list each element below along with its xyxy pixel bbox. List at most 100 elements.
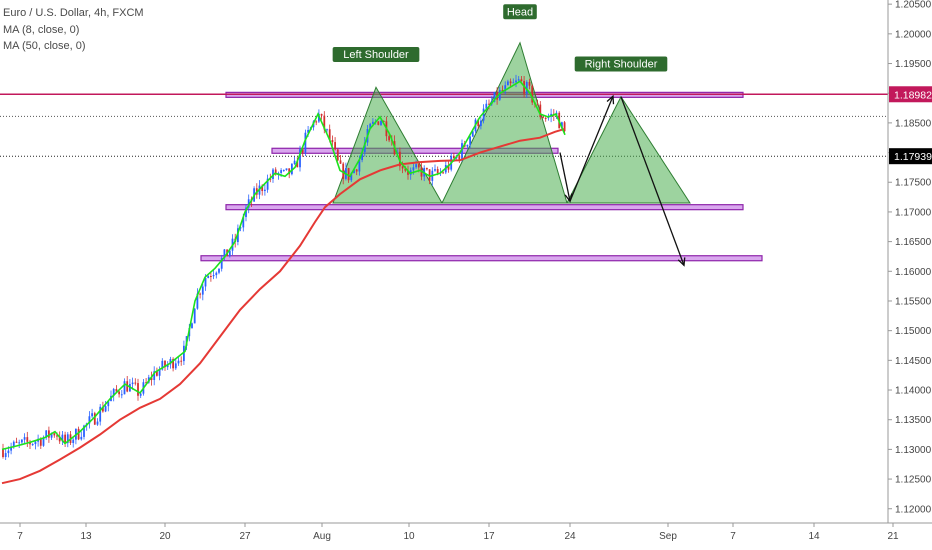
candle-body — [434, 169, 436, 171]
candle-body — [477, 119, 480, 127]
candle-body — [299, 149, 301, 168]
candle-body — [428, 169, 431, 181]
candle-body — [115, 388, 118, 392]
y-tick-label: 1.18500 — [895, 118, 932, 129]
candle-body — [45, 430, 48, 438]
candle-body — [363, 142, 366, 153]
candle-body — [407, 170, 409, 175]
candle-body — [520, 79, 523, 81]
candle-body — [134, 382, 137, 384]
candle-body — [180, 360, 183, 362]
candle-body — [293, 160, 296, 164]
x-axis-bg — [0, 523, 932, 550]
candle-body — [56, 435, 58, 437]
candle-body — [296, 160, 299, 168]
candle-body — [2, 449, 4, 457]
candle-body — [93, 413, 96, 425]
zone-3 — [200, 255, 763, 262]
candle-body — [120, 394, 123, 396]
candle-body — [34, 441, 37, 445]
candle-body — [466, 144, 469, 147]
price-tag-label-0: 1.18982 — [894, 89, 932, 101]
candle-body — [377, 121, 380, 125]
candle-body — [220, 258, 223, 269]
candle-body — [482, 108, 485, 121]
candle-body — [199, 293, 201, 295]
candle-body — [210, 275, 212, 277]
candle-body — [342, 163, 345, 179]
zone-1 — [271, 147, 559, 154]
ma50-indicator-label: MA (50, close, 0) — [3, 40, 86, 52]
candle-body — [247, 199, 250, 208]
pattern-triangle-0 — [332, 86, 443, 204]
ma8-line — [1, 80, 566, 451]
x-tick-label: 17 — [483, 531, 495, 542]
candle-body — [242, 217, 245, 228]
arrow-line-1 — [569, 95, 614, 202]
candle-body — [404, 168, 407, 171]
y-tick-label: 1.13000 — [895, 445, 932, 456]
candle-body — [488, 103, 490, 105]
candle-body — [525, 81, 528, 94]
candle-body — [326, 129, 328, 131]
candle-body — [172, 358, 174, 369]
candle-body — [304, 132, 307, 153]
candle-body — [177, 360, 180, 364]
candle-body — [112, 388, 115, 396]
candle-body — [380, 121, 382, 125]
candle-body — [80, 436, 83, 440]
candle-body — [331, 140, 334, 143]
candle-body — [264, 189, 266, 192]
candle-body — [12, 441, 15, 447]
candle-body — [53, 433, 56, 436]
candle-body — [39, 438, 42, 446]
price-tag-0 — [889, 86, 932, 103]
candle-body — [328, 129, 331, 141]
zone-2 — [225, 204, 744, 211]
candle-body — [509, 81, 512, 84]
candle-body — [15, 441, 18, 443]
y-tick-label: 1.16000 — [895, 267, 932, 278]
candle-body — [164, 360, 166, 368]
chart-legend: Euro / U.S. Dollar, 4h, FXCM MA (8, clos… — [3, 5, 144, 55]
x-tick-label: 13 — [80, 531, 92, 542]
candle-body — [161, 360, 164, 370]
candle-body — [542, 117, 544, 119]
head-and-shoulders-pattern — [332, 41, 691, 204]
projection-arrows — [559, 94, 686, 267]
candle-body — [139, 393, 142, 396]
candle-body — [291, 163, 293, 175]
candle-body — [517, 79, 520, 81]
candle-body — [536, 104, 539, 106]
candle-body — [83, 425, 85, 437]
y-tick-label: 1.13500 — [895, 415, 932, 426]
pattern-label-box-2 — [574, 56, 668, 72]
candle-body — [369, 123, 372, 130]
candle-body — [48, 430, 50, 438]
candle-body — [21, 439, 23, 443]
candle-body — [334, 142, 336, 150]
x-tick-label: 10 — [403, 531, 415, 542]
candle-body — [501, 89, 504, 92]
y-tick-label: 1.17000 — [895, 207, 932, 218]
candle-body — [150, 377, 153, 381]
candle-body — [282, 170, 285, 172]
candle-body — [320, 113, 323, 116]
arrow-head-2 — [677, 257, 686, 267]
ma8-indicator-label: MA (8, close, 0) — [3, 23, 80, 36]
y-tick-label: 1.16500 — [895, 237, 932, 248]
y-tick-label: 1.20500 — [895, 0, 932, 11]
candle-body — [401, 166, 404, 169]
candle-body — [245, 207, 247, 218]
candle-body — [137, 383, 139, 396]
candle-body — [223, 249, 226, 259]
candle-body — [261, 185, 264, 192]
candle-body — [336, 149, 339, 161]
candle-body — [412, 167, 415, 171]
arrow-head-1 — [606, 94, 615, 105]
candle-body — [212, 275, 215, 277]
candle-body — [145, 382, 147, 384]
candle-body — [201, 286, 204, 295]
candle-body — [442, 172, 444, 174]
